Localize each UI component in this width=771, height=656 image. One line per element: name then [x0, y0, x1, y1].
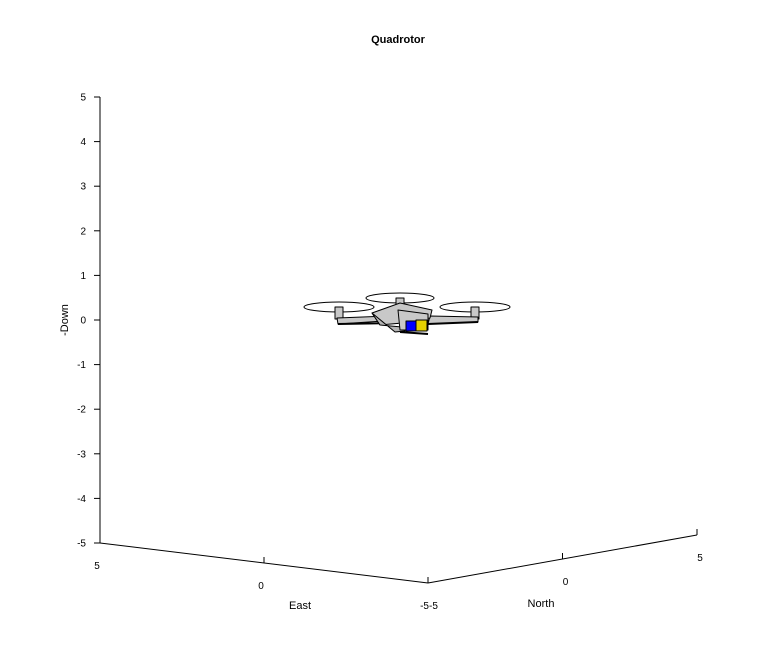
- x-tick-label: 0: [258, 581, 264, 592]
- body-bottom-edge: [399, 331, 429, 335]
- z-tick-label: -3: [77, 449, 86, 460]
- z-tick-label: 5: [80, 93, 86, 104]
- chart-title: Quadrotor: [371, 34, 425, 46]
- y-axis: -5 0 5 North: [427, 529, 703, 612]
- z-tick-label: -2: [77, 405, 86, 416]
- z-tick-label: 3: [80, 182, 86, 193]
- x-tick-label: -5: [420, 601, 429, 612]
- z-tick-label: 4: [80, 137, 86, 148]
- y-tick-label: 0: [563, 577, 569, 588]
- motor-left: [334, 306, 344, 320]
- y-tick-label: -5: [429, 601, 438, 612]
- x-tick-label: 5: [94, 561, 100, 572]
- z-axis-label: -Down: [59, 304, 71, 336]
- x-axis: 5 0 -5 East: [94, 537, 429, 612]
- z-tick-label: 2: [80, 226, 86, 237]
- z-tick-label: -4: [77, 494, 86, 505]
- arm-right-edge: [427, 321, 479, 325]
- z-axis: 5 4 3 2 1 0 -1 -2 -3 -4 -5 -Down: [59, 93, 101, 550]
- x-axis-label: East: [289, 600, 311, 612]
- quadrotor: [303, 292, 511, 335]
- y-axis-ticks: -5 0 5: [427, 529, 703, 612]
- z-tick-label: -1: [77, 360, 86, 371]
- y-tick-label: 5: [697, 553, 703, 564]
- z-axis-ticks: 5 4 3 2 1 0 -1 -2 -3 -4 -5: [77, 93, 100, 550]
- body-front-face: [405, 320, 417, 332]
- z-tick-label: 1: [80, 271, 86, 282]
- z-tick-label: -5: [77, 539, 86, 550]
- y-axis-label: North: [528, 598, 555, 610]
- body-side-face: [415, 319, 428, 332]
- z-tick-label: 0: [80, 316, 86, 327]
